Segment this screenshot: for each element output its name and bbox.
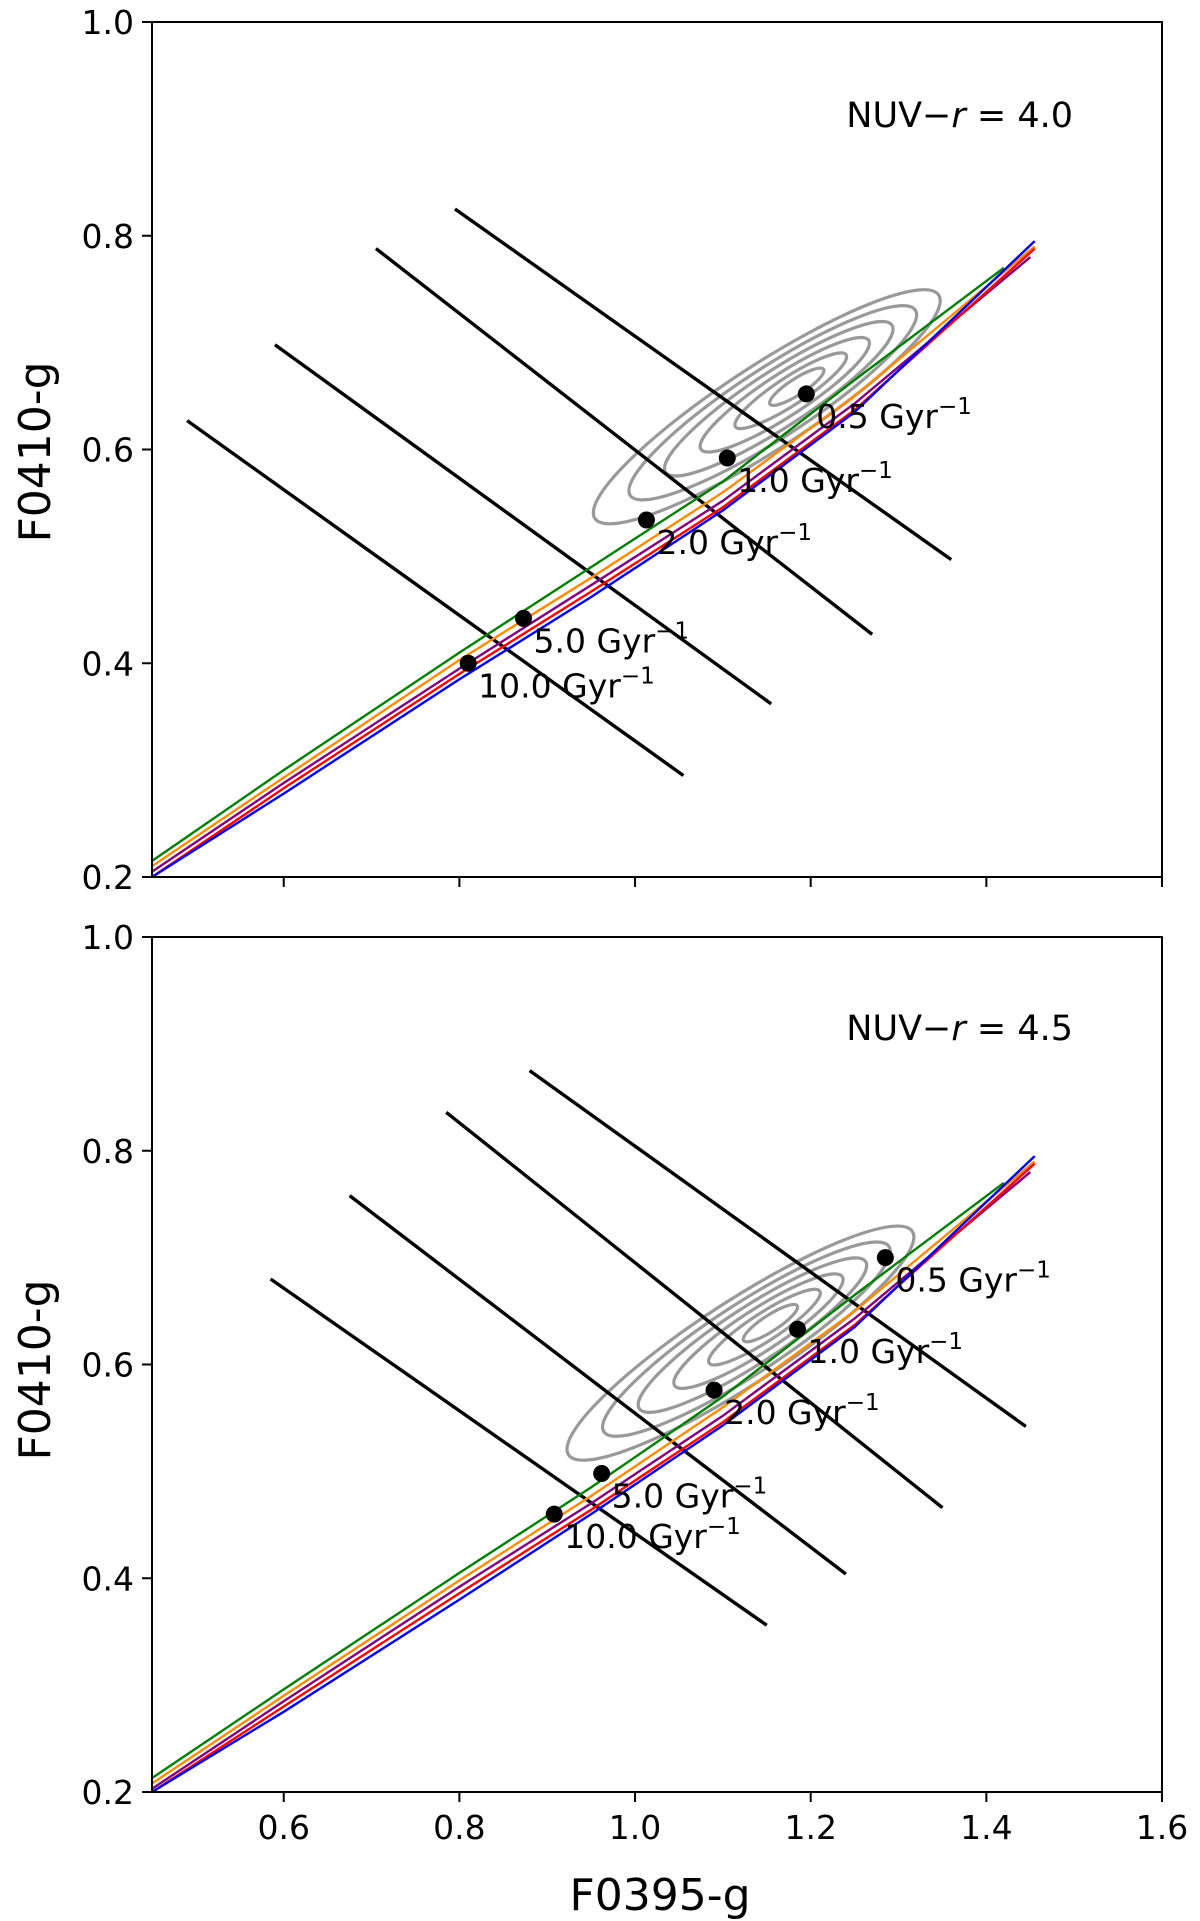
bottom-y-tick-label-0.4: 0.4 bbox=[82, 1559, 134, 1598]
top-density-contour bbox=[591, 288, 942, 526]
top-point-label-3: 2.0 Gyr−1 bbox=[656, 520, 812, 562]
bottom-point-label-1: 0.5 Gyr−1 bbox=[895, 1258, 1051, 1300]
bottom-x-tick-label-1.4: 1.4 bbox=[960, 1808, 1012, 1847]
bottom-point-label-5: 10.0 Gyr−1 bbox=[564, 1514, 741, 1556]
point-label-text: 10.0 Gyr bbox=[564, 1517, 707, 1556]
bottom-point-4 bbox=[593, 1465, 611, 1483]
bottom-panel: NUV−r = 4.5 F0410-g F0395-g 0.5 Gyr−11.0… bbox=[10, 918, 1188, 1921]
top-panel: NUV−r = 4.0 F0410-g 0.5 Gyr−11.0 Gyr−12.… bbox=[10, 3, 1163, 897]
top-y-tick-label-0.8: 0.8 bbox=[82, 217, 134, 256]
top-point-label-5: 10.0 Gyr−1 bbox=[478, 663, 655, 705]
bottom-point-2 bbox=[789, 1320, 807, 1338]
top-panel-annotation: NUV−r = 4.0 bbox=[846, 96, 1073, 136]
point-label-superscript: −1 bbox=[778, 520, 812, 546]
bottom-x-tick-label-1: 1.0 bbox=[609, 1808, 661, 1847]
top-density-contour bbox=[698, 335, 872, 454]
bottom-y-tick-label-1: 1.0 bbox=[82, 918, 134, 957]
top-series-red bbox=[152, 247, 1036, 877]
bottom-x-tick-label-0.8: 0.8 bbox=[433, 1808, 485, 1847]
top-point-label-2: 1.0 Gyr−1 bbox=[737, 458, 893, 500]
bottom-y-tick-label-0.2: 0.2 bbox=[82, 1773, 134, 1812]
bottom-density-contour bbox=[672, 1272, 845, 1390]
bottom-point-label-3: 2.0 Gyr−1 bbox=[724, 1390, 880, 1432]
top-series-blue bbox=[152, 240, 1036, 877]
bottom-panel-annotation: NUV−r = 4.5 bbox=[846, 1009, 1073, 1049]
top-series-purple bbox=[152, 256, 1032, 873]
top-iso-line-2 bbox=[273, 343, 773, 706]
top-y-tick-label-0.2: 0.2 bbox=[82, 858, 134, 897]
point-label-superscript: −1 bbox=[938, 394, 972, 420]
point-label-text: 5.0 Gyr bbox=[534, 621, 656, 660]
top-series-orange bbox=[152, 245, 1036, 868]
top-y-tick-label-0.4: 0.4 bbox=[82, 644, 134, 683]
x-axis-title: F0395-g bbox=[569, 1870, 750, 1921]
point-label-superscript: −1 bbox=[1017, 1258, 1051, 1284]
top-series-green bbox=[152, 266, 1005, 862]
bottom-point-label-2: 1.0 Gyr−1 bbox=[808, 1329, 964, 1371]
top-point-label-1: 0.5 Gyr−1 bbox=[816, 394, 972, 436]
bottom-density-contour bbox=[706, 1287, 822, 1367]
bottom-point-5 bbox=[545, 1505, 563, 1523]
bottom-iso-line-3 bbox=[445, 1110, 944, 1510]
bottom-density-contour bbox=[636, 1256, 869, 1414]
bottom-series-purple bbox=[152, 1171, 1032, 1790]
top-y-tick-label-0.6: 0.6 bbox=[82, 431, 134, 470]
bottom-axes-frame bbox=[151, 936, 1163, 1793]
top-point-5 bbox=[459, 654, 477, 672]
bottom-x-tick-label-1.2: 1.2 bbox=[784, 1808, 836, 1847]
bottom-point-1 bbox=[876, 1249, 894, 1267]
top-y-tick-label-1: 1.0 bbox=[82, 3, 134, 42]
bottom-point-3 bbox=[705, 1381, 723, 1399]
top-point-label-4: 5.0 Gyr−1 bbox=[534, 618, 690, 660]
top-plot-area bbox=[152, 207, 1036, 877]
bottom-series-blue bbox=[152, 1155, 1036, 1792]
point-label-text: 0.5 Gyr bbox=[816, 397, 938, 436]
top-point-3 bbox=[637, 511, 655, 529]
bottom-iso-line-4 bbox=[528, 1069, 1027, 1428]
bottom-series-green bbox=[152, 1181, 1005, 1780]
bottom-series-orange bbox=[152, 1160, 1036, 1785]
point-label-superscript: −1 bbox=[929, 1329, 963, 1355]
point-label-superscript: −1 bbox=[707, 1514, 741, 1540]
top-point-2 bbox=[718, 449, 736, 467]
top-iso-line-4 bbox=[454, 207, 953, 561]
bottom-x-tick-label-1.6: 1.6 bbox=[1136, 1808, 1188, 1847]
bottom-plot-area bbox=[152, 1069, 1036, 1792]
bottom-iso-line-1 bbox=[269, 1277, 768, 1627]
point-label-superscript: −1 bbox=[859, 458, 893, 484]
point-label-text: 5.0 Gyr bbox=[612, 1477, 734, 1516]
top-point-1 bbox=[797, 385, 815, 403]
point-label-text: 2.0 Gyr bbox=[656, 523, 778, 562]
point-label-text: 1.0 Gyr bbox=[808, 1332, 930, 1371]
bottom-density-contour bbox=[741, 1302, 800, 1344]
top-y-axis-title: F0410-g bbox=[10, 361, 61, 542]
bottom-y-tick-label-0.8: 0.8 bbox=[82, 1132, 134, 1171]
point-label-superscript: −1 bbox=[621, 663, 655, 689]
top-iso-line-1 bbox=[186, 419, 685, 777]
point-label-superscript: −1 bbox=[655, 618, 689, 644]
bottom-point-label-4: 5.0 Gyr−1 bbox=[612, 1474, 768, 1516]
point-label-text: 0.5 Gyr bbox=[895, 1261, 1017, 1300]
point-label-text: 1.0 Gyr bbox=[737, 461, 859, 500]
point-label-superscript: −1 bbox=[846, 1390, 880, 1416]
point-label-text: 2.0 Gyr bbox=[724, 1393, 846, 1432]
bottom-x-tick-label-0.6: 0.6 bbox=[257, 1808, 309, 1847]
bottom-series-red bbox=[152, 1162, 1036, 1792]
top-density-contour bbox=[733, 351, 849, 431]
bottom-iso-line-2 bbox=[348, 1194, 847, 1576]
bottom-y-axis-title: F0410-g bbox=[10, 1279, 61, 1460]
point-label-text: 10.0 Gyr bbox=[478, 666, 621, 705]
top-density-contour bbox=[627, 304, 919, 502]
top-point-4 bbox=[515, 609, 533, 627]
bottom-y-tick-label-0.6: 0.6 bbox=[82, 1346, 134, 1385]
point-label-superscript: −1 bbox=[733, 1474, 767, 1500]
top-iso-line-3 bbox=[374, 247, 874, 636]
